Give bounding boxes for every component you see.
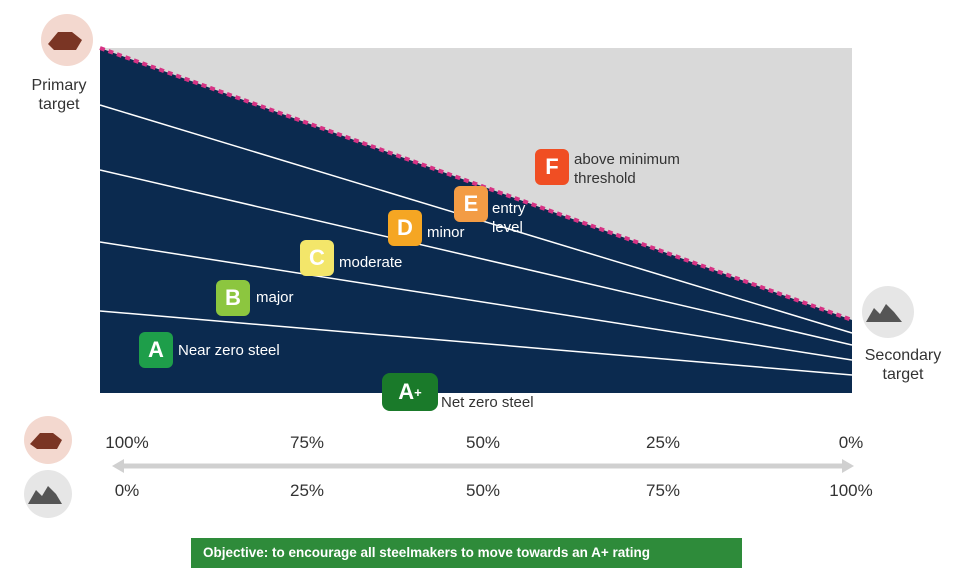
scale-label: 0% <box>838 433 864 452</box>
top-grade-badge: A + <box>382 373 438 411</box>
scale-label: 50% <box>465 481 501 500</box>
grade-label: major <box>256 289 294 306</box>
arrow-head <box>112 459 124 473</box>
icons <box>24 14 914 518</box>
secondary-label: Secondary target <box>864 347 942 383</box>
grade-letter: A <box>398 379 415 404</box>
grade-badge: F <box>535 149 569 185</box>
primary-label: Primary target <box>31 77 87 113</box>
grade-badge: E <box>454 186 488 222</box>
threshold-line <box>99 46 853 322</box>
scale-label: 25% <box>289 481 325 500</box>
grade-badge: B <box>216 280 250 316</box>
grade-label: entry level <box>492 200 526 236</box>
scale-label: 0% <box>114 481 140 500</box>
grade-label: minor <box>427 224 465 241</box>
arrow-head <box>842 459 854 473</box>
grade-label: above minimum threshold <box>574 151 680 187</box>
grade-label: Net zero steel <box>441 394 534 411</box>
scale-label: 100% <box>105 433 149 452</box>
grade-badge: C <box>300 240 334 276</box>
grade-badge: A <box>139 332 173 368</box>
grade-sup: + <box>414 384 422 400</box>
objective-banner: Objective: to encourage all steelmakers … <box>191 538 742 568</box>
scale-label: 100% <box>829 481 873 500</box>
scale-label: 75% <box>645 481 681 500</box>
scale-label: 75% <box>289 433 325 452</box>
scale-label: 25% <box>645 433 681 452</box>
grade-label: Near zero steel <box>178 342 280 359</box>
scale-label: 50% <box>465 433 501 452</box>
grade-badge: D <box>388 210 422 246</box>
grade-label: moderate <box>339 254 403 271</box>
